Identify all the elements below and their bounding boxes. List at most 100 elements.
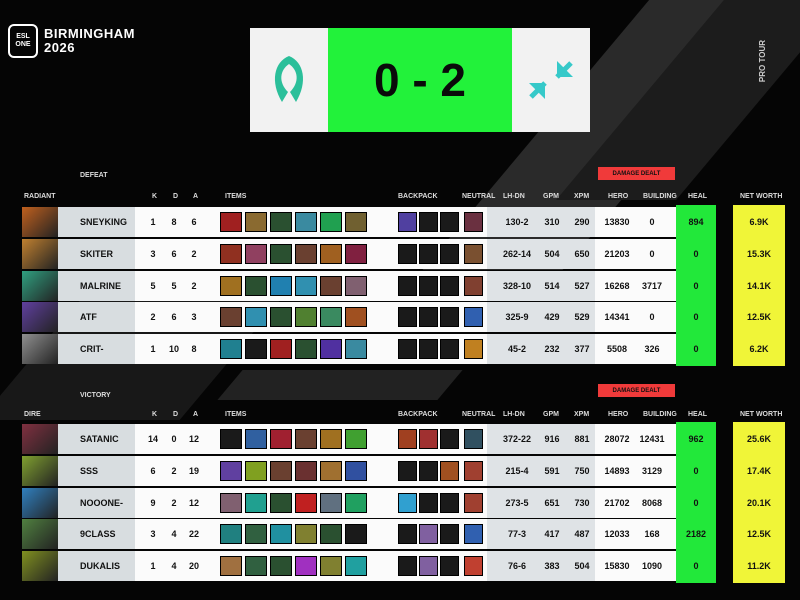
item-icon[interactable] <box>245 212 267 232</box>
backpack-item-icon[interactable] <box>440 243 459 264</box>
neutral-item-icon[interactable] <box>464 524 483 545</box>
item-icon[interactable] <box>270 307 292 328</box>
item-icon[interactable] <box>295 307 317 328</box>
item-icon[interactable] <box>345 339 367 360</box>
item-icon[interactable] <box>245 524 267 545</box>
backpack-item-icon[interactable] <box>419 492 438 513</box>
item-icon[interactable] <box>345 243 367 264</box>
backpack-item-icon[interactable] <box>398 275 417 296</box>
item-icon[interactable] <box>295 492 317 513</box>
item-icon[interactable] <box>295 243 317 264</box>
item-icon[interactable] <box>220 460 242 481</box>
backpack-item-icon[interactable] <box>398 460 417 481</box>
neutral-item-icon[interactable] <box>464 556 483 577</box>
item-icon[interactable] <box>345 556 367 577</box>
backpack-item-icon[interactable] <box>398 307 417 328</box>
item-icon[interactable] <box>270 429 292 449</box>
item-icon[interactable] <box>345 460 367 481</box>
item-icon[interactable] <box>245 492 267 513</box>
backpack-item-icon[interactable] <box>398 339 417 360</box>
item-icon[interactable] <box>245 275 267 296</box>
item-icon[interactable] <box>295 460 317 481</box>
item-icon[interactable] <box>245 243 267 264</box>
backpack-item-icon[interactable] <box>440 275 459 296</box>
item-icon[interactable] <box>345 429 367 449</box>
backpack-item-icon[interactable] <box>419 460 438 481</box>
neutral-item-icon[interactable] <box>464 429 483 449</box>
neutral-item-icon[interactable] <box>464 243 483 264</box>
backpack-item-icon[interactable] <box>440 339 459 360</box>
item-icon[interactable] <box>295 556 317 577</box>
neutral-item-icon[interactable] <box>464 339 483 360</box>
backpack-item-icon[interactable] <box>440 492 459 513</box>
item-icon[interactable] <box>220 492 242 513</box>
item-icon[interactable] <box>220 339 242 360</box>
backpack-item-icon[interactable] <box>419 556 438 577</box>
item-icon[interactable] <box>270 212 292 232</box>
item-icon[interactable] <box>345 492 367 513</box>
item-icon[interactable] <box>220 212 242 232</box>
item-icon[interactable] <box>320 212 342 232</box>
neutral-item-icon[interactable] <box>464 307 483 328</box>
backpack-item-icon[interactable] <box>440 524 459 545</box>
backpack-item-icon[interactable] <box>419 212 438 232</box>
item-icon[interactable] <box>270 339 292 360</box>
item-icon[interactable] <box>245 556 267 577</box>
backpack-item-icon[interactable] <box>419 307 438 328</box>
item-icon[interactable] <box>320 339 342 360</box>
backpack-item-icon[interactable] <box>398 243 417 264</box>
item-icon[interactable] <box>220 243 242 264</box>
item-icon[interactable] <box>270 460 292 481</box>
item-icon[interactable] <box>220 556 242 577</box>
item-icon[interactable] <box>245 307 267 328</box>
backpack-item-icon[interactable] <box>398 429 417 449</box>
item-icon[interactable] <box>245 339 267 360</box>
backpack-item-icon[interactable] <box>440 556 459 577</box>
item-icon[interactable] <box>320 429 342 449</box>
item-icon[interactable] <box>220 429 242 449</box>
backpack-item-icon[interactable] <box>398 492 417 513</box>
backpack-item-icon[interactable] <box>398 556 417 577</box>
neutral-item-icon[interactable] <box>464 275 483 296</box>
backpack-item-icon[interactable] <box>398 212 417 232</box>
item-icon[interactable] <box>320 556 342 577</box>
backpack-item-icon[interactable] <box>440 429 459 449</box>
item-icon[interactable] <box>245 429 267 449</box>
item-icon[interactable] <box>270 243 292 264</box>
backpack-item-icon[interactable] <box>419 524 438 545</box>
item-icon[interactable] <box>345 524 367 545</box>
item-icon[interactable] <box>345 307 367 328</box>
item-icon[interactable] <box>295 212 317 232</box>
neutral-item-icon[interactable] <box>464 212 483 232</box>
item-icon[interactable] <box>320 492 342 513</box>
item-icon[interactable] <box>345 212 367 232</box>
item-icon[interactable] <box>320 275 342 296</box>
item-icon[interactable] <box>320 307 342 328</box>
item-icon[interactable] <box>270 492 292 513</box>
item-icon[interactable] <box>220 524 242 545</box>
item-icon[interactable] <box>320 243 342 264</box>
item-icon[interactable] <box>245 460 267 481</box>
item-icon[interactable] <box>295 339 317 360</box>
backpack-item-icon[interactable] <box>419 339 438 360</box>
backpack-item-icon[interactable] <box>419 243 438 264</box>
item-icon[interactable] <box>295 429 317 449</box>
item-icon[interactable] <box>295 275 317 296</box>
neutral-item-icon[interactable] <box>464 460 483 481</box>
backpack-item-icon[interactable] <box>419 429 438 449</box>
backpack-item-icon[interactable] <box>440 307 459 328</box>
item-icon[interactable] <box>220 307 242 328</box>
item-icon[interactable] <box>345 275 367 296</box>
backpack-item-icon[interactable] <box>440 460 459 481</box>
item-icon[interactable] <box>320 460 342 481</box>
neutral-item-icon[interactable] <box>464 492 483 513</box>
backpack-item-icon[interactable] <box>419 275 438 296</box>
backpack-item-icon[interactable] <box>398 524 417 545</box>
item-icon[interactable] <box>270 275 292 296</box>
backpack-item-icon[interactable] <box>440 212 459 232</box>
item-icon[interactable] <box>295 524 317 545</box>
item-icon[interactable] <box>320 524 342 545</box>
item-icon[interactable] <box>220 275 242 296</box>
item-icon[interactable] <box>270 556 292 577</box>
item-icon[interactable] <box>270 524 292 545</box>
